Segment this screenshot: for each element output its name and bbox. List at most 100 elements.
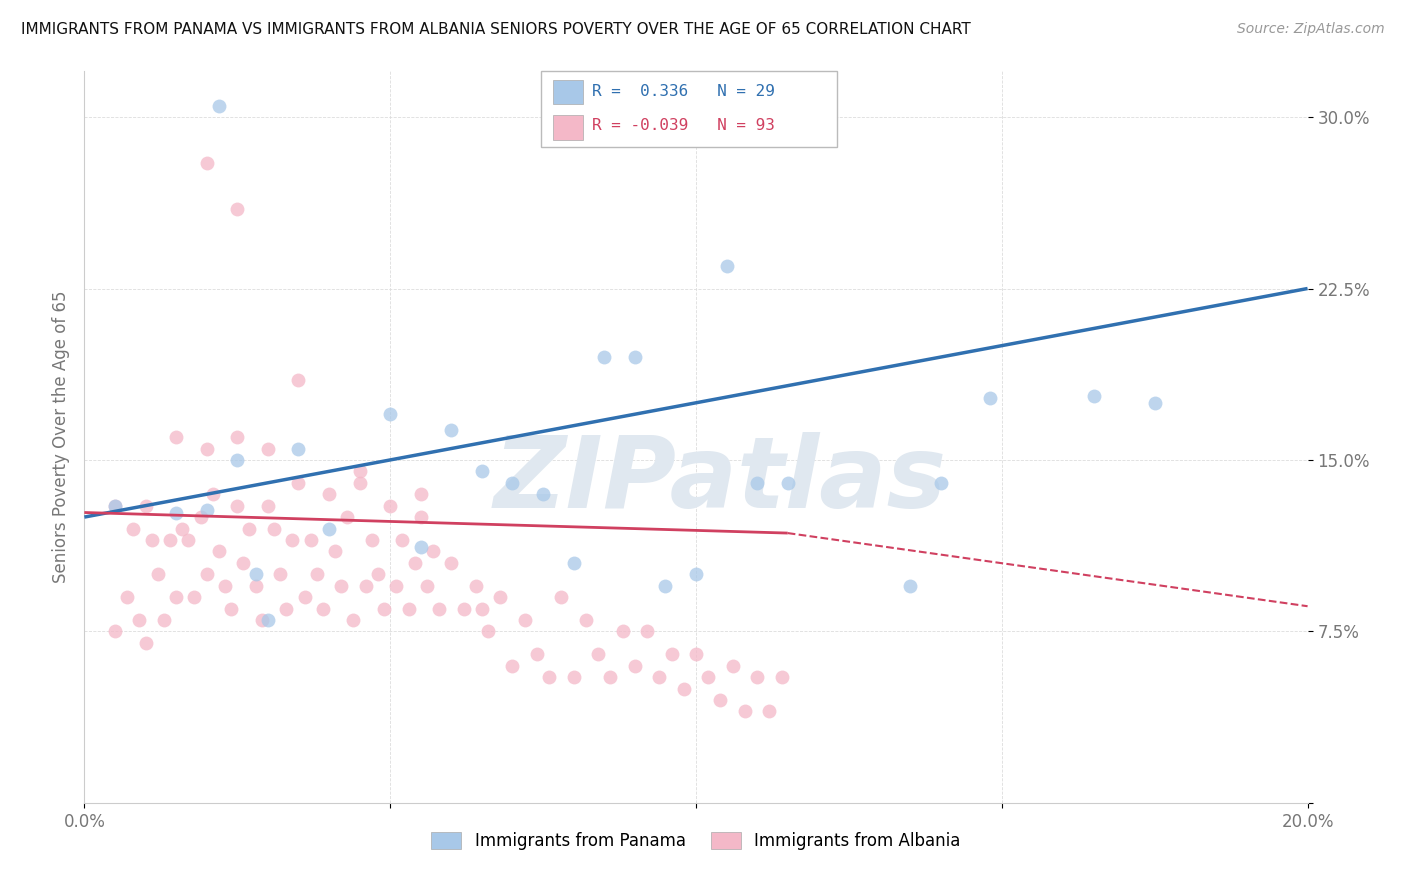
Point [697, 670, 720, 684]
Point [177, 533, 200, 547]
Point [575, 128, 598, 143]
Point [349, 464, 371, 478]
Point [440, 556, 463, 570]
Point [464, 579, 486, 593]
Point [208, 98, 231, 112]
Point [299, 533, 322, 547]
Point [385, 579, 408, 593]
Point [409, 510, 432, 524]
FancyBboxPatch shape [541, 71, 837, 147]
Legend: Immigrants from Panama, Immigrants from Albania: Immigrants from Panama, Immigrants from … [425, 825, 967, 856]
Point [489, 590, 512, 604]
Point [318, 521, 340, 535]
Point [624, 658, 647, 673]
Point [404, 556, 426, 570]
Point [526, 647, 548, 661]
Point [550, 590, 572, 604]
Point [380, 407, 402, 421]
Point [245, 567, 267, 582]
Point [599, 670, 621, 684]
Point [195, 567, 218, 582]
Point [409, 487, 432, 501]
Point [672, 681, 695, 696]
Point [685, 567, 707, 582]
Point [257, 442, 280, 456]
Point [135, 499, 157, 513]
Point [305, 567, 328, 582]
Point [104, 499, 127, 513]
Point [342, 613, 364, 627]
Point [141, 533, 163, 547]
Point [716, 259, 738, 273]
Point [287, 373, 309, 387]
Point [531, 487, 554, 501]
Point [226, 202, 249, 216]
Point [654, 579, 676, 593]
Text: Source: ZipAtlas.com: Source: ZipAtlas.com [1237, 22, 1385, 37]
Point [502, 658, 524, 673]
Point [1083, 389, 1105, 403]
Point [219, 601, 242, 615]
Point [318, 487, 340, 501]
Point [214, 579, 236, 593]
Point [104, 499, 127, 513]
Text: R = -0.039   N = 93: R = -0.039 N = 93 [592, 119, 775, 134]
Point [195, 503, 218, 517]
Point [747, 670, 769, 684]
Point [226, 453, 249, 467]
Point [770, 670, 793, 684]
Text: R =  0.336   N = 29: R = 0.336 N = 29 [592, 85, 775, 99]
Point [153, 613, 176, 627]
Point [323, 544, 346, 558]
Point [648, 670, 671, 684]
Point [276, 601, 298, 615]
Point [287, 442, 309, 456]
Point [159, 533, 181, 547]
Point [575, 613, 598, 627]
Point [238, 521, 260, 535]
Point [201, 487, 224, 501]
Point [232, 556, 254, 570]
Point [453, 601, 475, 615]
Point [360, 533, 382, 547]
Point [409, 540, 432, 554]
Point [195, 442, 218, 456]
Point [929, 475, 952, 490]
Point [122, 521, 145, 535]
Point [709, 693, 731, 707]
Point [269, 567, 291, 582]
Point [398, 601, 420, 615]
Point [747, 475, 769, 490]
Point [391, 533, 413, 547]
Point [226, 430, 249, 444]
Point [685, 647, 707, 661]
Point [367, 567, 389, 582]
Point [312, 601, 335, 615]
Point [502, 475, 524, 490]
Point [226, 499, 249, 513]
Point [593, 350, 616, 364]
Point [281, 533, 304, 547]
Point [538, 670, 561, 684]
Point [427, 601, 450, 615]
Point [104, 624, 127, 639]
Point [257, 613, 280, 627]
Point [165, 590, 187, 604]
Point [477, 624, 499, 639]
Point [330, 579, 353, 593]
Point [195, 155, 218, 169]
Point [734, 705, 756, 719]
Point [422, 544, 444, 558]
Text: IMMIGRANTS FROM PANAMA VS IMMIGRANTS FROM ALBANIA SENIORS POVERTY OVER THE AGE O: IMMIGRANTS FROM PANAMA VS IMMIGRANTS FRO… [21, 22, 970, 37]
Point [661, 647, 683, 661]
Point [612, 624, 634, 639]
FancyBboxPatch shape [553, 79, 582, 104]
Point [336, 510, 359, 524]
Point [287, 475, 309, 490]
Point [1143, 396, 1166, 410]
Point [562, 556, 585, 570]
Point [294, 590, 316, 604]
Point [471, 601, 494, 615]
Point [898, 579, 921, 593]
Point [380, 499, 402, 513]
